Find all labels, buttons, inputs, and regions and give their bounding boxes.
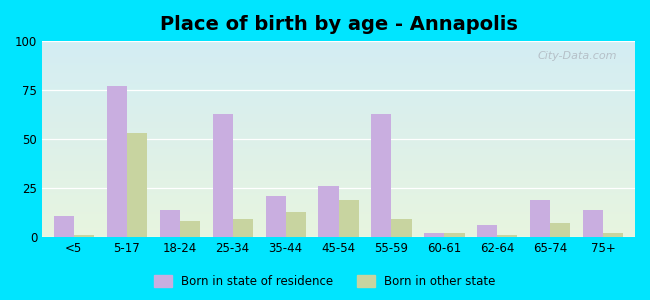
Bar: [233, 220, 253, 237]
Bar: [318, 186, 339, 237]
Bar: [160, 210, 180, 237]
Bar: [551, 224, 571, 237]
Bar: [127, 133, 147, 237]
Bar: [74, 235, 94, 237]
Bar: [497, 235, 517, 237]
Bar: [477, 225, 497, 237]
Bar: [107, 86, 127, 237]
Bar: [180, 221, 200, 237]
Bar: [603, 233, 623, 237]
Bar: [54, 216, 74, 237]
Bar: [530, 200, 551, 237]
Bar: [285, 212, 306, 237]
Bar: [213, 114, 233, 237]
Title: Place of birth by age - Annapolis: Place of birth by age - Annapolis: [160, 15, 517, 34]
Legend: Born in state of residence, Born in other state: Born in state of residence, Born in othe…: [148, 269, 502, 294]
Bar: [445, 233, 465, 237]
Bar: [339, 200, 359, 237]
Bar: [583, 210, 603, 237]
Bar: [371, 114, 391, 237]
Text: City-Data.com: City-Data.com: [538, 51, 618, 61]
Bar: [391, 220, 411, 237]
Bar: [265, 196, 285, 237]
Bar: [424, 233, 445, 237]
